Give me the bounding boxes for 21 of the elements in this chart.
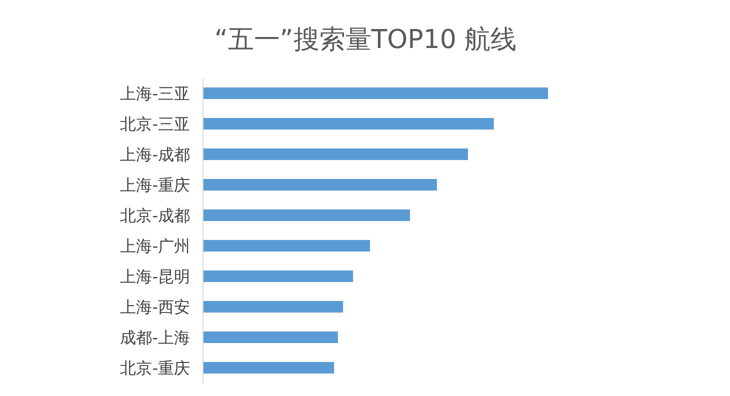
bar (203, 240, 370, 252)
bar (203, 178, 437, 191)
bar (203, 362, 334, 374)
y-tick-label: 成都-上海 (120, 328, 190, 347)
y-tick-label: 北京-成都 (120, 206, 190, 225)
y-tick-label: 北京-重庆 (120, 358, 190, 378)
y-tick-label: 上海-三亚 (120, 84, 190, 103)
chart-title: “五一”搜索量TOP10 航线 (214, 25, 517, 55)
bar (203, 270, 354, 282)
bar (203, 118, 494, 130)
y-tick-label: 北京-三亚 (120, 114, 190, 134)
y-tick-label: 上海-重庆 (120, 175, 190, 194)
bar (203, 148, 468, 160)
y-tick-label: 上海-广州 (120, 236, 190, 256)
y-tick-label: 上海-成都 (120, 144, 190, 164)
bar (203, 209, 410, 222)
bar (203, 331, 338, 344)
bar (203, 87, 548, 100)
y-tick-label: 上海-昆明 (120, 266, 190, 286)
bar (203, 300, 344, 313)
y-tick-label: 上海-西安 (120, 297, 190, 316)
